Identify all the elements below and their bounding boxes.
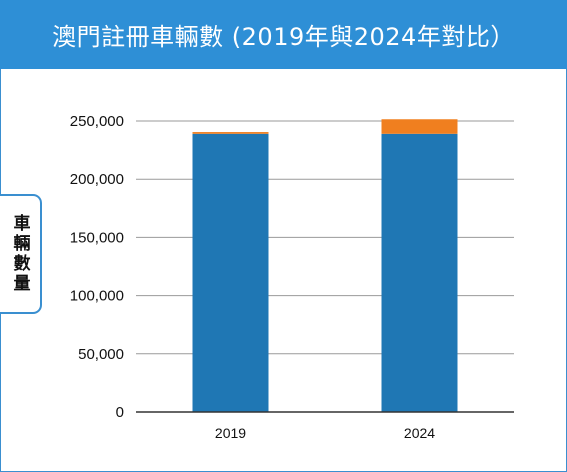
- bars: [192, 119, 458, 412]
- y-tick-label: 250,000: [70, 113, 124, 130]
- bar-segment-2024-0: [381, 133, 458, 412]
- bar-segment-2019-1: [192, 132, 269, 134]
- y-tick-label: 150,000: [70, 229, 124, 246]
- chart-title: 澳門註冊車輛數 (2019年與2024年對比）: [52, 23, 515, 51]
- y-tick-label: 100,000: [70, 288, 124, 305]
- y-axis-label-box: 車輛數量: [0, 194, 42, 314]
- x-tick-labels: 2019 2024: [215, 425, 435, 441]
- y-tick-labels: 0 50,000 100,000 150,000 200,000 250,000: [70, 113, 124, 421]
- y-tick-label: 200,000: [70, 171, 124, 188]
- chart-header: 澳門註冊車輛數 (2019年與2024年對比）: [0, 0, 567, 69]
- y-tick-label: 0: [116, 404, 124, 421]
- bar-segment-2019-0: [192, 133, 269, 412]
- x-tick-label: 2024: [404, 425, 435, 441]
- bar-segment-2024-1: [381, 119, 458, 134]
- x-tick-label: 2019: [215, 425, 246, 441]
- y-tick-label: 50,000: [78, 346, 124, 363]
- y-axis-label: 車輛數量: [9, 214, 30, 294]
